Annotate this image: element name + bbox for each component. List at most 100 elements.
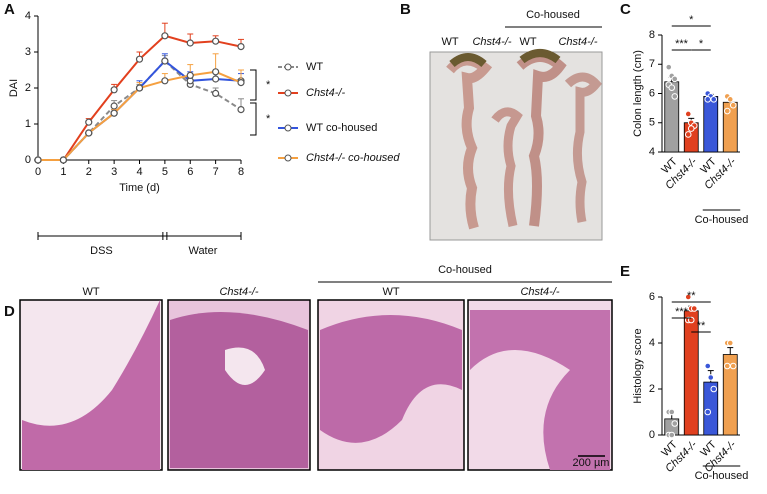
data-point — [726, 339, 734, 347]
data-point — [671, 420, 679, 427]
x-axis-label: Time (d) — [119, 182, 160, 194]
point — [186, 71, 194, 80]
photo-label: WT — [519, 36, 536, 48]
y-axis-label: Histology score — [632, 328, 644, 403]
data-point — [687, 316, 695, 324]
phase-label: Water — [188, 245, 217, 257]
legend-label: WT co-housed — [306, 122, 377, 134]
point — [85, 129, 93, 137]
x-tick-label: 4 — [136, 166, 142, 178]
point — [135, 55, 144, 63]
significance-bracket — [250, 102, 257, 136]
legend-marker — [284, 154, 292, 162]
phase-label: DSS — [90, 245, 113, 257]
point — [34, 156, 42, 164]
colon-photo — [429, 49, 603, 241]
point — [212, 75, 220, 83]
scale-label: 200 µm — [573, 457, 610, 469]
x-tick-label: 1 — [60, 166, 66, 178]
y-tick-label: 2 — [25, 82, 31, 94]
photo-label: Chst4-/- — [558, 36, 597, 48]
photo-label: WT — [441, 36, 458, 48]
y-axis-label: Colon length (cm) — [632, 50, 644, 137]
image-label: Chst4-/- — [520, 286, 559, 298]
group-label: Co-housed — [695, 214, 749, 226]
series-line — [38, 59, 242, 161]
data-point — [729, 362, 737, 370]
point — [212, 37, 220, 45]
y-tick-label: 5 — [649, 117, 655, 129]
x-tick-label: 0 — [35, 166, 41, 178]
data-point — [668, 84, 676, 91]
point — [135, 84, 144, 92]
panel-letter: A — [4, 1, 15, 18]
photo-label: Chst4-/- — [472, 36, 511, 48]
point — [237, 105, 245, 114]
data-point — [710, 385, 718, 393]
y-tick-label: 6 — [649, 87, 655, 99]
significance-bracket — [250, 69, 257, 101]
point — [59, 156, 67, 164]
significance-label: ** — [687, 290, 696, 302]
image-label: WT — [82, 286, 99, 298]
data-point — [671, 93, 679, 100]
data-point — [668, 408, 676, 416]
data-point — [710, 96, 718, 103]
group-label: Co-housed — [526, 9, 580, 21]
legend-marker — [284, 63, 292, 71]
legend-label: WT — [306, 61, 323, 73]
series-line — [38, 59, 242, 161]
tissue — [22, 300, 610, 470]
data-point — [723, 362, 731, 370]
data-point — [687, 125, 695, 132]
y-tick-label: 1 — [25, 118, 31, 130]
x-tick-label: 3 — [111, 166, 117, 178]
y-tick-label: 0 — [649, 429, 655, 441]
y-tick-label: 3 — [25, 46, 31, 58]
image-label: Chst4-/- — [219, 286, 258, 298]
y-tick-label: 7 — [649, 58, 655, 70]
point — [85, 118, 93, 126]
point — [161, 57, 169, 65]
significance-label: * — [266, 79, 271, 91]
legend-marker — [284, 89, 292, 97]
panel-letter: E — [620, 263, 630, 280]
data-point — [690, 305, 698, 312]
significance-label: * — [699, 38, 704, 50]
data-point — [684, 293, 692, 301]
significance-label: * — [266, 113, 271, 125]
point — [110, 86, 118, 94]
point — [161, 77, 169, 85]
x-tick-label: 6 — [187, 166, 193, 178]
y-tick-label: 2 — [649, 383, 655, 395]
x-tick-label: 8 — [238, 166, 244, 178]
y-tick-label: 4 — [649, 146, 655, 158]
legend-label: Chst4-/- co-housed — [306, 152, 400, 164]
bar — [664, 81, 680, 153]
data-point — [726, 96, 734, 103]
point — [237, 78, 245, 87]
data-point — [665, 63, 673, 71]
image-label: WT — [382, 286, 399, 298]
data-point — [704, 362, 712, 370]
point — [212, 68, 220, 76]
significance-label: *** — [675, 38, 689, 50]
y-axis-label: DAI — [8, 79, 20, 97]
point — [161, 32, 169, 40]
point — [110, 109, 118, 117]
point — [110, 102, 118, 110]
data-point — [729, 101, 737, 109]
significance-label: ** — [697, 320, 706, 332]
x-tick-label: 7 — [213, 166, 219, 178]
panel-letter: D — [4, 303, 15, 320]
point — [186, 39, 194, 47]
y-tick-label: 8 — [649, 29, 655, 41]
x-tick-label: 2 — [86, 166, 92, 178]
significance-label: * — [689, 14, 694, 26]
x-tick-label: 5 — [162, 166, 168, 178]
legend-label: Chst4-/- — [306, 87, 345, 99]
data-point — [707, 374, 715, 381]
y-tick-label: 6 — [649, 291, 655, 303]
data-point — [684, 110, 692, 118]
